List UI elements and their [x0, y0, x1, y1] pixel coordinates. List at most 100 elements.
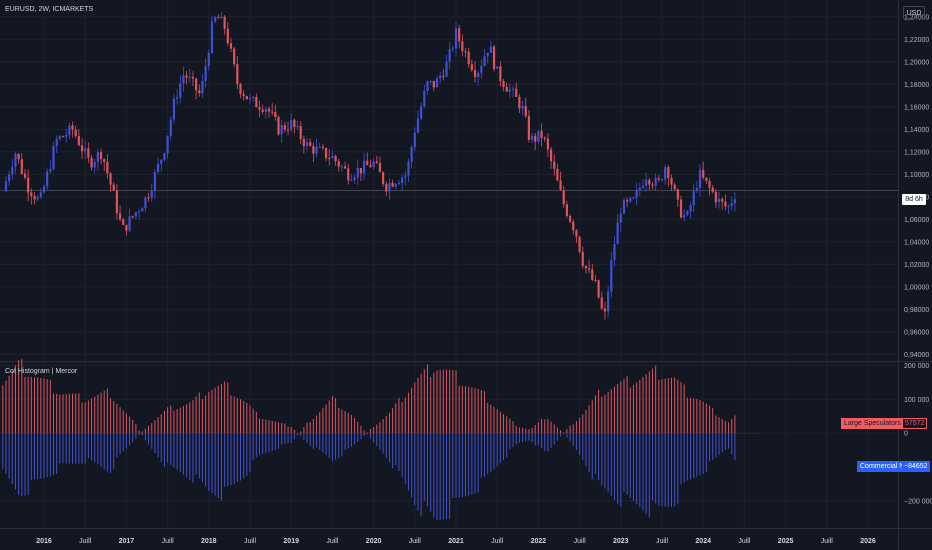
price-tick-label: 1,04000: [904, 239, 929, 246]
candle-body: [454, 28, 458, 49]
candle-body: [4, 181, 8, 192]
candle-body: [61, 136, 65, 138]
currency-button[interactable]: USD: [903, 6, 925, 19]
candle-body: [657, 178, 660, 180]
candle-body: [505, 86, 508, 92]
time-tick-label: Juill: [409, 538, 422, 545]
candle-body: [198, 90, 201, 94]
candle-body: [695, 187, 698, 191]
time-tick-label: Juill: [491, 538, 504, 545]
candle-body: [458, 28, 461, 42]
cot-tick-label: 0: [904, 431, 908, 438]
candle-body: [337, 161, 340, 167]
candle-body: [698, 169, 702, 188]
candle-body: [252, 96, 255, 98]
candle-body: [55, 139, 58, 147]
candle-body: [429, 80, 432, 82]
candle-body: [391, 182, 394, 187]
time-tick-label: Juill: [656, 538, 669, 545]
candle-body: [359, 168, 363, 174]
candle-body: [331, 155, 334, 159]
candle-body: [366, 160, 369, 166]
candle-body: [613, 244, 616, 261]
candle-body: [46, 171, 49, 187]
candle-body: [343, 166, 347, 169]
candle-body: [261, 109, 264, 112]
candle-body: [664, 167, 667, 180]
candle-body: [635, 189, 638, 198]
candle-body: [461, 41, 464, 52]
time-tick-label: 2016: [36, 538, 52, 545]
candle-body: [689, 205, 692, 212]
candle-body: [464, 51, 467, 53]
candle-body: [375, 161, 378, 163]
candle-body: [524, 105, 527, 117]
candle-body: [217, 17, 220, 19]
candle-body: [439, 75, 442, 79]
candle-body: [420, 106, 423, 119]
candle-body: [641, 185, 645, 188]
candle-body: [296, 126, 299, 128]
candle-body: [686, 211, 689, 215]
candle-body: [540, 130, 543, 138]
candle-body: [267, 108, 271, 112]
candle-body: [131, 216, 134, 218]
candle-body: [80, 145, 84, 152]
candle-body: [448, 49, 451, 62]
candle-body: [530, 135, 534, 140]
candle-body: [705, 177, 708, 181]
candle-body: [65, 135, 68, 137]
time-tick-label: Juill: [738, 538, 751, 545]
candle-body: [74, 129, 77, 136]
candle-body: [600, 297, 603, 309]
time-tick-label: 2017: [119, 538, 135, 545]
candle-body: [727, 205, 730, 207]
time-tick-label: 2021: [448, 538, 464, 545]
candle-body: [616, 222, 619, 245]
candle-body: [286, 129, 290, 131]
candle-body: [584, 265, 588, 269]
price-tick-label: 0,98000: [904, 307, 929, 314]
indicator-title[interactable]: Cot Histogram | Mercor: [5, 368, 78, 375]
candle-body: [721, 198, 724, 202]
candle-body: [71, 125, 74, 130]
candle-body: [626, 200, 629, 202]
candle-body: [350, 179, 353, 181]
price-tick-label: 1,16000: [904, 104, 929, 111]
candle-body: [137, 211, 141, 213]
candle-body: [277, 117, 280, 135]
candle-body: [502, 81, 505, 87]
candle-body: [169, 119, 172, 136]
candle-body: [11, 166, 14, 175]
candle-body: [711, 187, 714, 193]
candle-body: [30, 192, 33, 196]
candle-body: [96, 152, 99, 163]
candle-body: [607, 291, 610, 312]
candle-body: [594, 279, 597, 281]
candle-body: [610, 260, 613, 292]
candle-body: [229, 43, 233, 49]
price-tick-label: 1,24000: [904, 14, 929, 21]
candle-body: [109, 173, 112, 185]
candle-body: [302, 138, 305, 147]
time-tick-label: 2022: [531, 538, 547, 545]
candle-body: [353, 177, 356, 180]
time-tick-label: Juill: [821, 538, 834, 545]
candle-body: [49, 168, 52, 172]
candle-body: [141, 208, 144, 212]
time-tick-label: 2026: [860, 538, 876, 545]
candle-body: [432, 80, 435, 88]
candle-body: [423, 90, 426, 107]
price-tick-label: 1,00000: [904, 284, 929, 291]
candle-body: [226, 28, 229, 44]
candle-body: [223, 16, 226, 29]
candle-body: [489, 46, 492, 53]
candle-body: [562, 189, 565, 205]
candle-body: [210, 21, 214, 53]
candle-body: [426, 81, 429, 91]
candle-body: [290, 119, 293, 130]
candle-body: [518, 96, 521, 109]
candle-body: [407, 161, 410, 176]
